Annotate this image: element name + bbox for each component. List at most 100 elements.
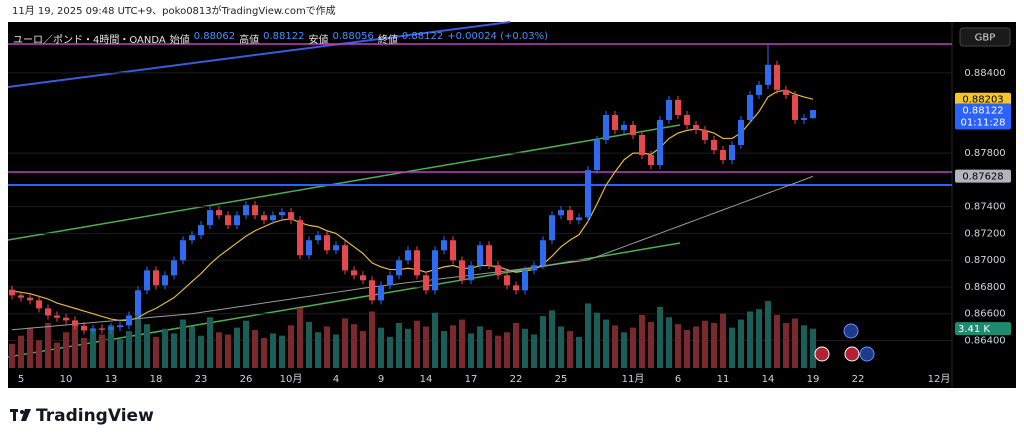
candle-body	[576, 217, 582, 221]
volume-bar	[720, 313, 726, 368]
candle-body	[414, 250, 420, 276]
volume-bar	[441, 331, 447, 368]
y-tick-label: 0.87000	[964, 255, 1005, 266]
volume-bar	[603, 319, 609, 368]
volume-bar	[540, 316, 546, 368]
candle-body	[270, 215, 276, 221]
volume-bar	[72, 321, 78, 368]
x-tick-label: 22	[852, 374, 865, 385]
volume-bar	[117, 339, 123, 368]
candle-body	[279, 212, 285, 216]
candle-body	[486, 245, 492, 266]
candle-body	[684, 115, 690, 125]
volume-bar	[261, 338, 267, 368]
candle-body	[324, 235, 330, 251]
y-tick-label: 0.86400	[964, 335, 1005, 346]
y-tick-label: 0.86800	[964, 282, 1005, 293]
volume-bar	[216, 332, 222, 368]
volume-bar	[684, 329, 690, 368]
volume-bar	[396, 323, 402, 368]
candle-body	[675, 99, 681, 116]
volume-bar	[531, 334, 537, 368]
candle-body	[657, 119, 663, 166]
volume-bar	[630, 327, 636, 368]
x-tick-label: 6	[675, 374, 681, 385]
x-tick-label: 18	[150, 374, 163, 385]
candle-body	[585, 170, 591, 218]
ohlc-label: 高値	[239, 35, 260, 46]
volume-bar	[612, 325, 618, 368]
moving-average	[11, 175, 814, 331]
candle-body	[405, 250, 411, 261]
candle-body	[36, 300, 42, 309]
candle-body	[702, 129, 708, 141]
candle-body	[756, 84, 762, 95]
volume-bar	[189, 326, 195, 368]
price-label: 0.88203	[962, 95, 1003, 106]
candle-body	[765, 64, 771, 85]
volume-bar	[342, 318, 348, 368]
volume-bar	[18, 335, 24, 368]
volume-bar	[702, 320, 708, 368]
volume-bar	[207, 317, 213, 368]
candle-body	[297, 220, 303, 256]
x-tick-label: 9	[378, 374, 384, 385]
candle-body	[315, 235, 321, 241]
candle-body	[540, 240, 546, 266]
candle-body	[216, 210, 222, 216]
candle-body	[18, 295, 24, 298]
candle-body	[306, 240, 312, 256]
candle-body	[711, 140, 717, 151]
candle-body	[171, 260, 177, 276]
candle-body	[504, 275, 510, 286]
candle-body	[648, 155, 654, 166]
y-tick-label: 0.87200	[964, 228, 1005, 239]
x-tick-label: 5	[18, 374, 24, 385]
volume-bar	[306, 321, 312, 368]
volume-bar	[198, 335, 204, 368]
volume-bar	[513, 323, 519, 368]
symbol: ユーロ／ポンド・4時間・OANDA	[13, 35, 166, 46]
candle-body	[720, 150, 726, 161]
candle-body	[792, 94, 798, 120]
volume-bar	[504, 332, 510, 368]
volume-bar	[225, 334, 231, 368]
candle-body	[774, 64, 780, 90]
volume-bar	[126, 331, 132, 368]
x-tick-label: 14	[762, 374, 775, 385]
volume-bar	[180, 319, 186, 368]
ohlc-value: 0.88122	[401, 31, 444, 42]
volume-bar	[315, 332, 321, 368]
volume-bar	[234, 327, 240, 368]
candle-body	[360, 275, 366, 281]
currency[interactable]: GBP	[975, 33, 996, 44]
countdown: 01:11:28	[961, 118, 1006, 129]
volume-bar	[729, 327, 735, 368]
volume-bar	[585, 303, 591, 368]
candle-body	[567, 210, 573, 221]
candle-body	[63, 317, 69, 321]
candle-body	[234, 215, 240, 226]
candle-body	[810, 110, 816, 119]
candle-body	[90, 328, 96, 331]
candle-body	[441, 240, 447, 251]
x-tick-label: 19	[807, 374, 820, 385]
candle-body	[603, 115, 609, 141]
x-tick-label: 11月	[622, 373, 645, 385]
volume-bar	[558, 326, 564, 368]
volume-bar	[63, 332, 69, 368]
volume-bar	[783, 323, 789, 368]
brand: TradingView	[36, 406, 154, 426]
event-icons	[814, 323, 875, 362]
chart-background	[8, 22, 1016, 388]
currency-box[interactable]	[959, 27, 1011, 47]
candle-body	[594, 140, 600, 171]
candle-body	[342, 245, 348, 271]
ohlc-label: 始値	[169, 35, 190, 46]
change: +0.00024 (+0.03%)	[447, 31, 549, 42]
volume-bar	[477, 326, 483, 368]
y-tick-label: 0.88400	[964, 68, 1005, 79]
volume-bar	[459, 319, 465, 368]
candle-body	[531, 265, 537, 271]
x-tick-label: 4	[333, 374, 339, 385]
